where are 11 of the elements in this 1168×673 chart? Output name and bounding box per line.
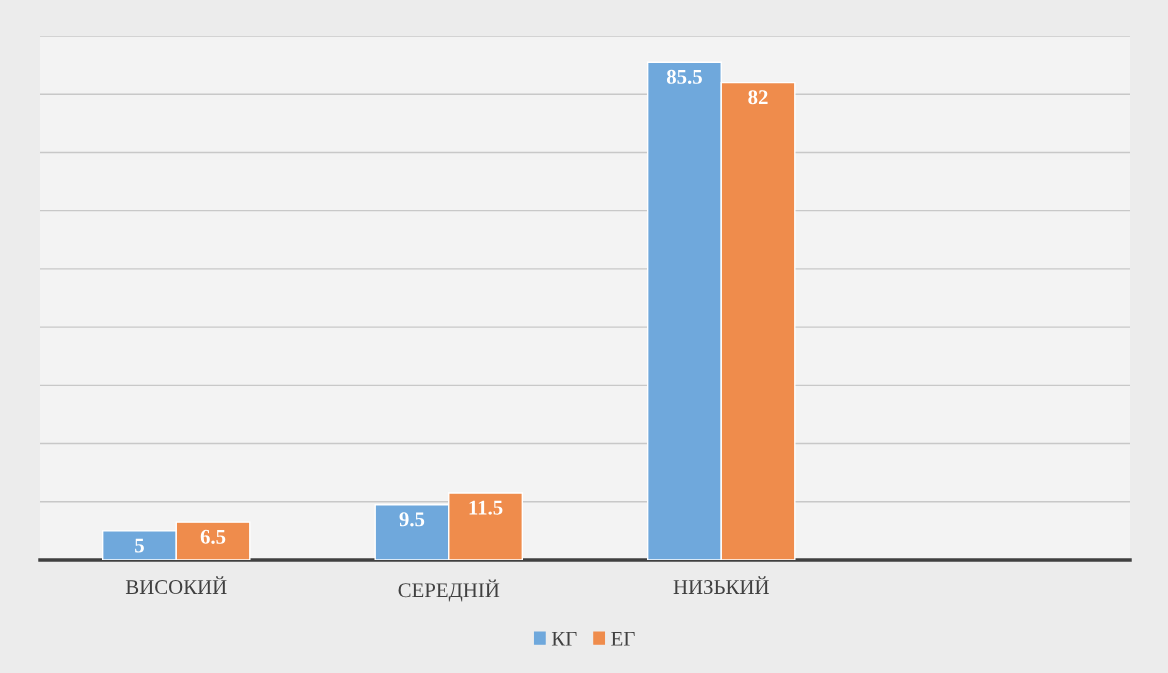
data-label: 85.5 [666,69,702,84]
x-tick-label: СЕРЕДНІЙ [398,579,500,602]
data-label: 9.5 [399,512,425,527]
data-label: 5 [135,538,144,553]
x-tick-label: НИЗЬКИЙ [673,576,769,595]
legend-label: ЕГ [611,631,635,646]
data-label: 82 [748,90,768,105]
legend-label: КГ [551,631,577,646]
x-tick-label: ВИСОКИЙ [125,576,227,595]
data-label: 6.5 [200,529,226,544]
data-label: 11.5 [469,500,503,515]
